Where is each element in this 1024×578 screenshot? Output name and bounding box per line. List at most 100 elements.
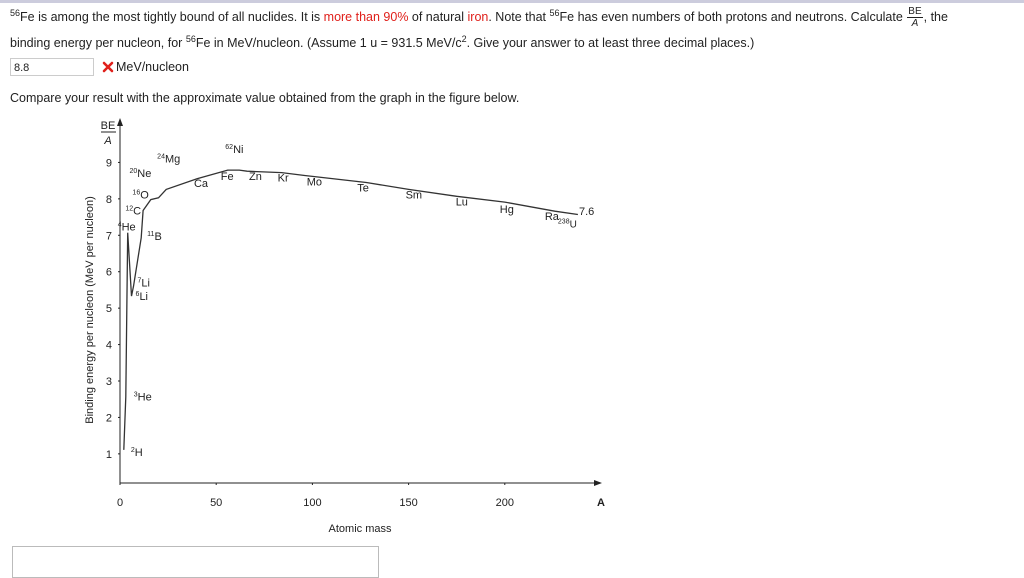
element-symbol: H [135,447,143,459]
x-tick-label: 150 [399,497,417,509]
mass-number: 238 [558,219,570,226]
element-symbol: Zn [249,171,262,183]
element-symbol: Hg [500,204,514,216]
nuclide-label: Ca [194,178,209,190]
element-symbol: Kr [278,173,289,185]
nuclide-label: 62Ni [225,144,243,156]
element-symbol: He [138,392,152,404]
element-symbol: Sm [406,189,423,201]
x-tick-label: 0 [117,497,123,509]
superscript: 56 [10,7,21,18]
element-symbol: Ni [233,144,243,156]
y-symbol-den: A [103,135,111,147]
element-symbol: Te [357,182,369,194]
top-border [0,0,1024,3]
y-tick-label: 8 [106,194,112,206]
x-tick-label: 50 [210,497,222,509]
text: , the [923,9,948,24]
y-axis-label: Binding energy per nucleon (MeV per nucl… [84,196,96,423]
binding-curve [123,169,578,450]
text: of natural [408,9,468,24]
x-symbol: A [597,497,605,509]
y-tick-label: 4 [106,340,112,352]
nuclide-label: 24Mg [157,153,180,165]
numerator: BE [907,6,923,18]
nuclide-label: 7Li [137,277,149,289]
question-line: binding energy per nucleon, for 56Fe in … [10,34,755,51]
nuclide-label: 12C [125,206,141,218]
text: . Note that [488,9,550,24]
element-symbol: Li [141,277,150,289]
text: binding energy per nucleon, for [10,36,186,50]
y-tick-label: 1 [106,449,112,461]
mass-number: 20 [129,168,137,175]
nuclide-label: 3He [134,392,152,404]
fraction: BE A [907,6,923,29]
question-line: 56Fe is among the most tightly bound of … [10,6,948,29]
text: . Give your answer to at least three dec… [466,36,755,50]
nuclide-label: 2H [131,447,143,459]
nuclide-label: Zn [249,171,262,183]
text: Fe has even numbers of both protons and … [559,9,907,24]
y-tick-label: 7 [106,230,112,242]
denominator: A [911,18,919,29]
mass-number: 3 [134,392,138,399]
nuclide-label: Kr [278,173,289,185]
nuclide-label: 11B [147,231,162,243]
compare-text: Compare your result with the approximate… [10,91,520,105]
x-axis-label: Atomic mass [329,523,392,535]
nuclide-label: 16O [132,190,149,202]
element-symbol: Mo [307,177,322,189]
element-symbol: C [133,206,141,218]
y-tick-label: 5 [106,303,112,315]
element-symbol: Lu [456,196,468,208]
element-symbol: Li [139,291,148,303]
answer-input[interactable]: 8.8 [10,58,94,76]
y-arrow [117,118,123,126]
superscript: 56 [185,34,196,44]
unit: MeV/nucleon [116,60,189,74]
nuclide-label: Te [357,182,369,194]
nuclide-label: 4He [118,222,136,234]
nuclide-label: Ra [545,211,560,223]
element-symbol: Ca [194,178,209,190]
nuclide-label: Hg [500,204,514,216]
y-tick-label: 6 [106,267,112,279]
nuclide-label: Sm [406,189,423,201]
y-tick-label: 2 [106,412,112,424]
element-symbol: O [140,190,149,202]
mass-number: 6 [136,291,140,298]
x-mark [102,61,114,73]
x-tick-label: 200 [496,497,514,509]
nuclide-label: 238U [558,219,577,231]
nuclide-label: 20Ne [129,168,151,180]
y-tick-label: 9 [106,157,112,169]
superscript: 56 [549,7,560,18]
x-tick-label: 100 [303,497,321,509]
text: Fe is among the most tightly bound of al… [20,9,324,24]
nuclide-label: Mo [307,177,322,189]
text: iron [467,9,489,24]
element-symbol: U [570,220,577,231]
nuclide-label: Lu [456,196,468,208]
element-symbol: B [154,231,161,243]
element-symbol: Ne [137,168,151,180]
x-arrow [594,480,602,486]
nuclide-label: 6Li [136,291,148,303]
text: more than 90% [323,9,409,24]
answer-textarea[interactable] [12,546,379,578]
mass-number: 2 [131,447,135,454]
element-symbol: Ra [545,211,560,223]
y-tick-label: 3 [106,376,112,388]
nuclide-label: Fe [221,171,234,183]
mass-number: 62 [225,144,233,151]
answer-value: 8.8 [14,62,30,74]
annotation: 7.6 [579,206,594,218]
superscript: 2 [461,34,467,44]
mass-number: 16 [132,190,140,197]
mass-number: 12 [125,206,133,213]
incorrect-icon [102,61,114,73]
element-symbol: Fe [221,171,234,183]
